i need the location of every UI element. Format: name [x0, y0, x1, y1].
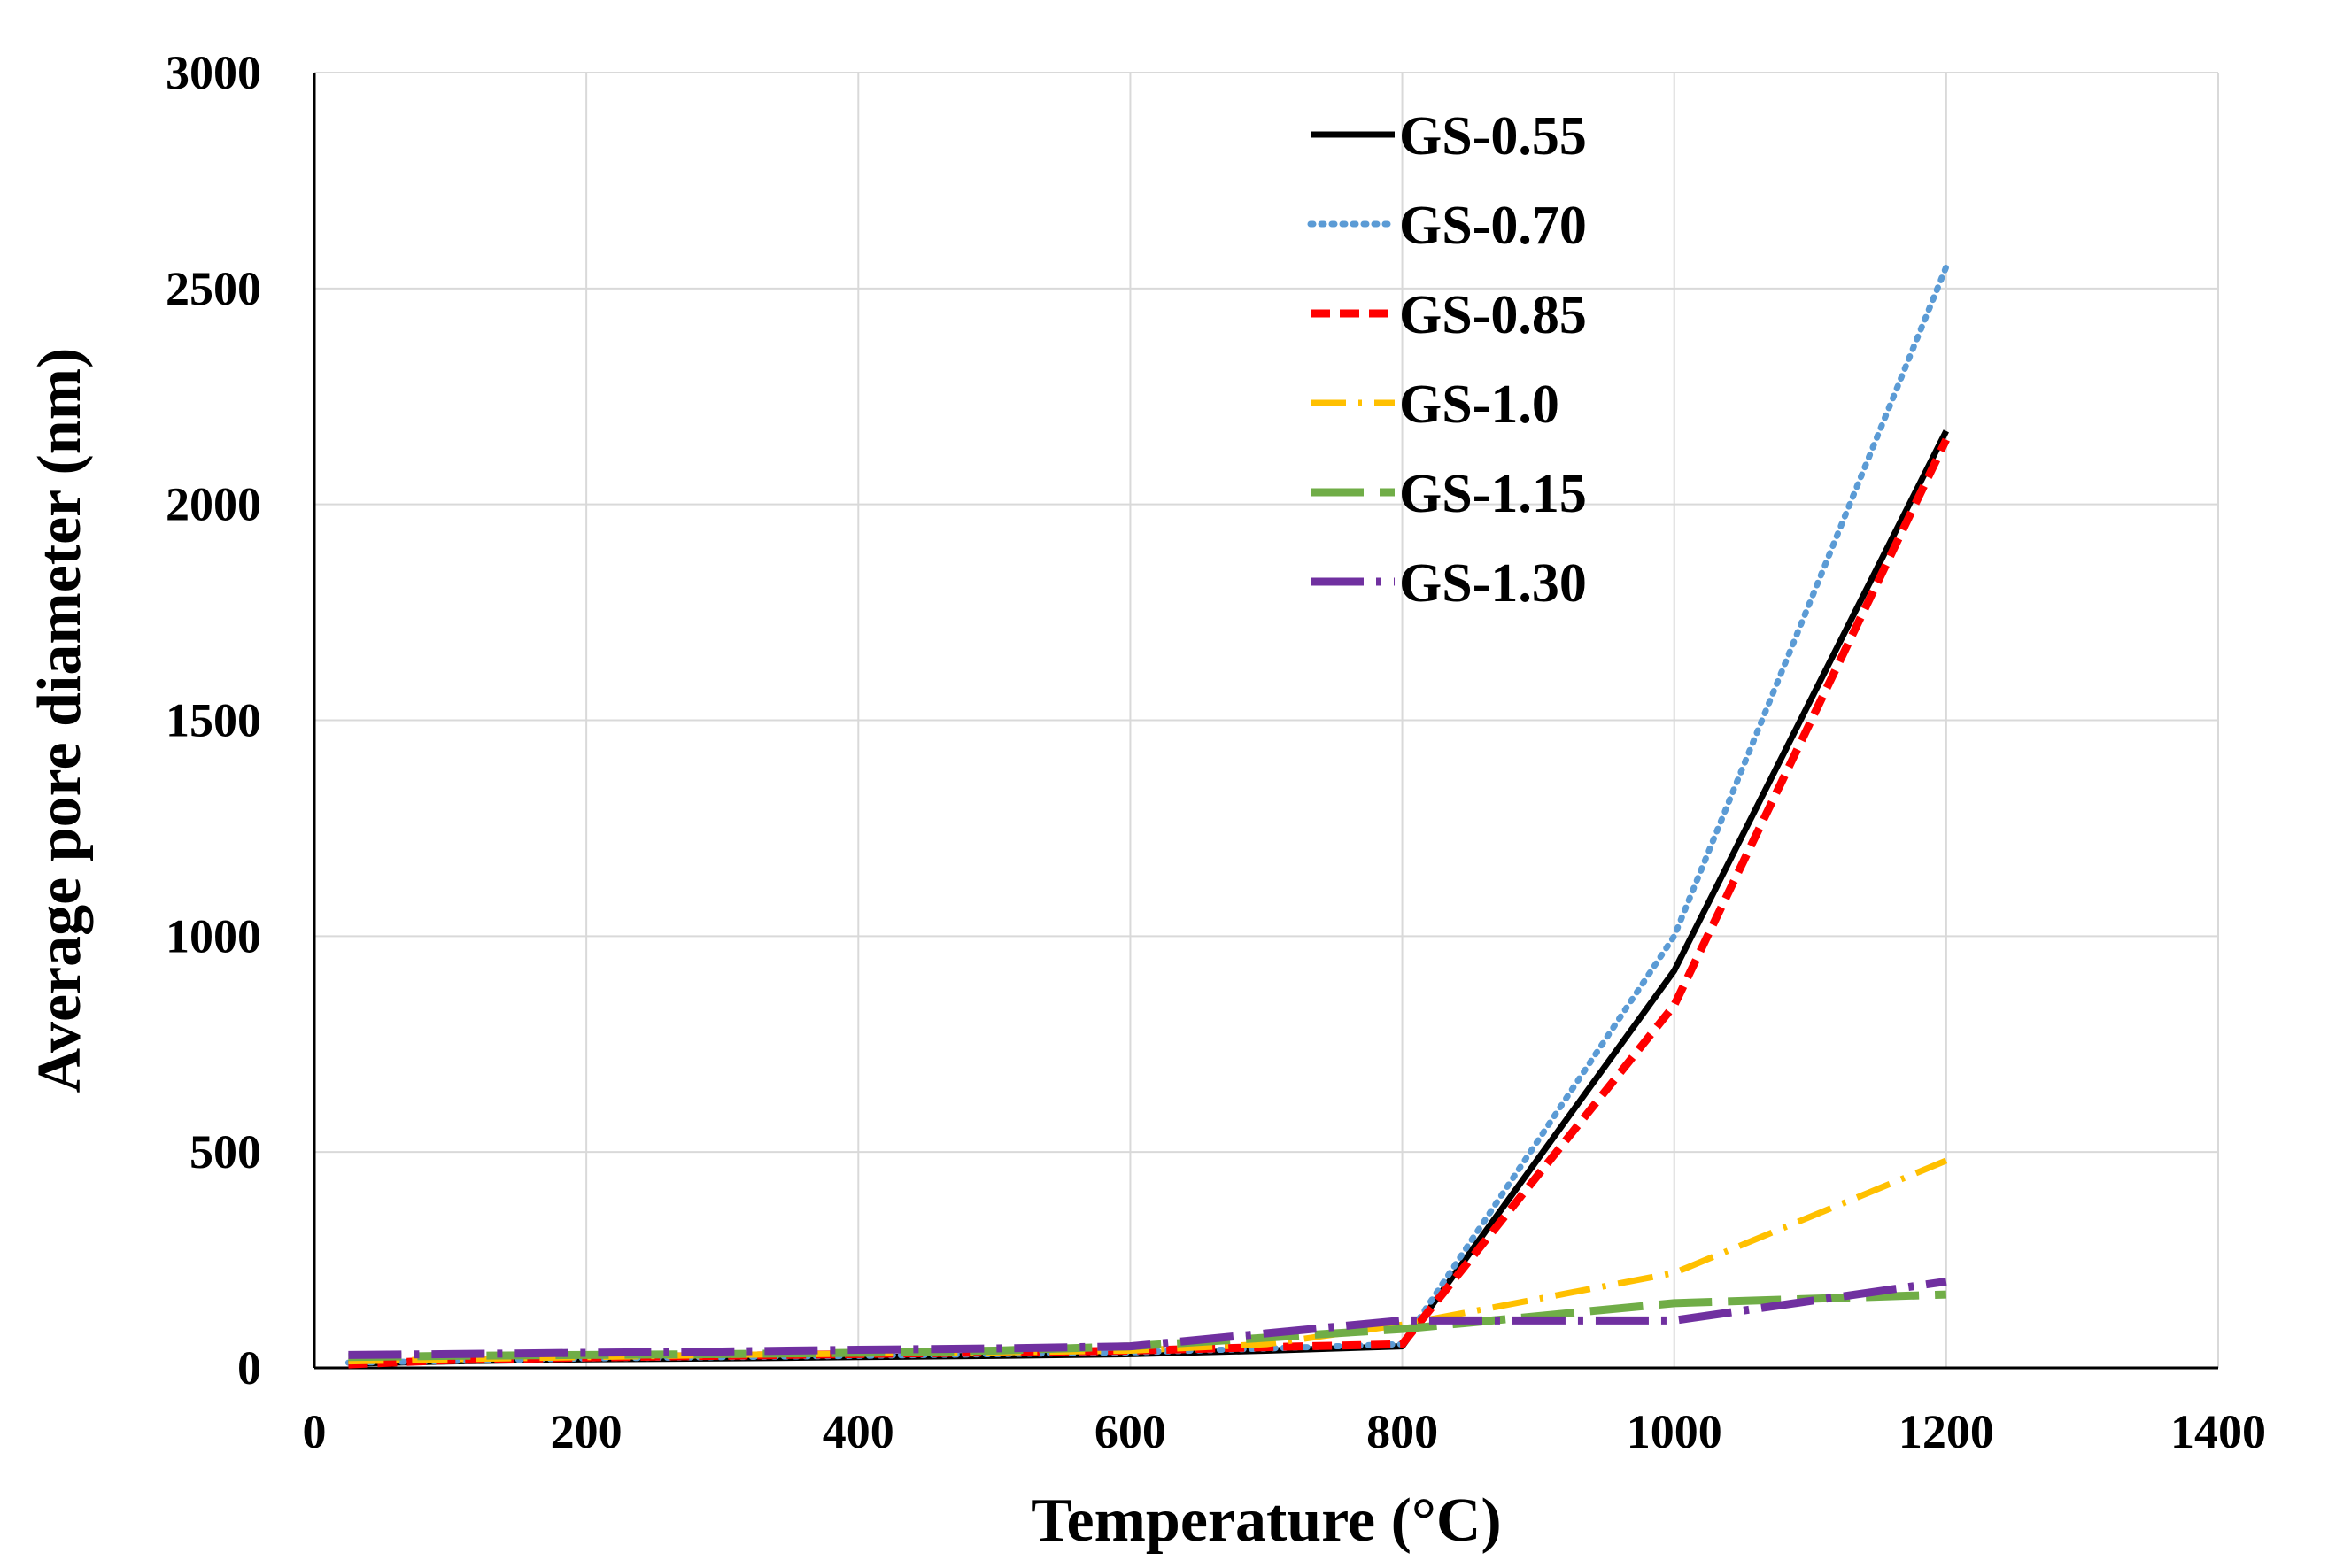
- y-tick-labels: 0 500 1000 1500 2000 2500 3000: [166, 46, 261, 1394]
- y-axis-title: Average pore diameter (nm): [26, 348, 94, 1093]
- x-tick-label: 600: [1094, 1405, 1166, 1458]
- y-tick-label: 2000: [166, 478, 261, 531]
- grid-lines: [314, 72, 2219, 1368]
- legend-label: GS-1.0: [1399, 375, 1559, 435]
- x-tick-label: 800: [1366, 1405, 1438, 1458]
- y-tick-label: 0: [237, 1341, 261, 1394]
- legend: GS-0.55 GS-0.70 GS-0.85 GS-1.0 GS-1.15 GS-1.3…: [1307, 106, 1587, 614]
- x-tick-label: 0: [303, 1405, 327, 1458]
- legend-label: GS-0.70: [1399, 196, 1587, 256]
- x-tick-labels: 0 200 400 600 800 1000 1200 1400: [303, 1405, 2267, 1458]
- y-tick-label: 500: [189, 1125, 261, 1178]
- x-tick-label: 1000: [1627, 1405, 1722, 1458]
- series-line-gs-1-30: [348, 1278, 1947, 1359]
- legend-label: GS-1.30: [1399, 553, 1587, 614]
- legend-label: GS-0.55: [1399, 106, 1587, 166]
- axes: [313, 73, 2218, 1370]
- y-tick-label: 1000: [166, 909, 261, 962]
- x-axis-title: Temperature (°C): [1031, 1487, 1502, 1555]
- series-lines: [344, 263, 1950, 1369]
- series-line-gs-1-0: [348, 1157, 1948, 1365]
- x-tick-label: 200: [551, 1405, 623, 1458]
- x-tick-label: 400: [823, 1405, 894, 1458]
- series-line-gs-1-15: [348, 1290, 1947, 1362]
- legend-label: GS-0.85: [1399, 285, 1587, 345]
- y-tick-label: 3000: [166, 46, 261, 99]
- legend-label: GS-1.15: [1399, 464, 1587, 524]
- x-tick-label: 1400: [2170, 1405, 2266, 1458]
- x-tick-label: 1200: [1899, 1405, 1994, 1458]
- y-tick-label: 2500: [166, 262, 261, 315]
- series-line-gs-0-70: [344, 263, 1950, 1366]
- y-tick-label: 1500: [166, 694, 261, 747]
- series-line-gs-0-55: [348, 429, 1949, 1367]
